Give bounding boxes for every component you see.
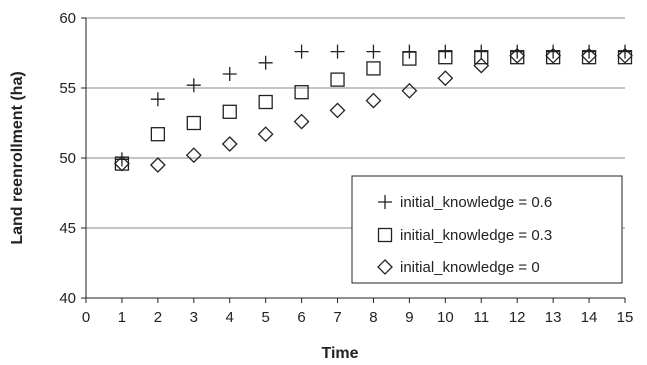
y-axis-label: Land reenrollment (ha) [9,71,26,244]
x-tick-label-7: 7 [333,309,341,326]
point-plus-15 [618,44,632,59]
point-plus-1 [114,152,129,167]
point-plus-14 [582,44,597,59]
legend-label-0.3: initial_knowledge = 0.3 [400,227,552,244]
point-diamond-11 [473,57,490,74]
point-diamond-4 [221,136,238,152]
point-diamond-10 [437,70,454,87]
legend-marker-plus [378,195,392,209]
point-diamond-8 [365,92,382,109]
x-tick-labels: 0 1 2 3 4 5 6 7 8 9 10 11 12 13 14 15 [82,309,634,326]
legend-box [351,175,623,284]
x-tick-label-0: 0 [82,309,90,326]
point-diamond-9 [401,82,418,99]
point-diamond-15 [617,47,633,64]
point-square-5 [258,94,273,110]
data-points [114,44,633,173]
point-diamond-6 [293,113,310,130]
point-square-7 [330,72,345,87]
x-tick-label-15: 15 [617,309,634,326]
x-tick-label-4: 4 [226,309,234,326]
point-diamond-14 [581,47,597,64]
legend-markers [377,195,393,275]
y-tick-label-45: 45 [59,220,76,237]
point-diamond-7 [329,102,346,119]
legend-marker-square [377,227,393,243]
x-tick-label-6: 6 [297,309,305,326]
point-square-11 [474,50,489,65]
y-tick-labels: 40 45 50 55 60 [59,10,76,307]
legend-label-0: initial_knowledge = 0 [400,259,540,276]
legend: initial_knowledge = 0.6 initial_knowledg… [351,175,623,284]
x-tick-label-2: 2 [154,309,162,326]
y-tick-label-60: 60 [59,10,76,27]
axes [81,17,626,303]
point-diamond-13 [545,47,562,64]
point-square-10 [438,50,453,65]
point-square-6 [294,85,309,100]
y-tick-label-55: 55 [59,80,76,97]
point-diamond-5 [257,126,274,143]
x-tick-label-3: 3 [190,309,198,326]
point-plus-4 [222,67,237,81]
y-tick-label-40: 40 [59,290,76,307]
point-diamond-1 [114,155,130,172]
point-plus-6 [294,44,309,59]
point-square-4 [222,104,237,119]
x-tick-label-12: 12 [509,309,526,326]
point-plus-12 [510,44,525,59]
x-axis-label: Time [321,345,358,362]
point-plus-8 [366,44,381,59]
x-tick-label-8: 8 [369,309,377,326]
x-tick-label-11: 11 [473,309,489,326]
point-plus-7 [330,44,345,59]
point-plus-5 [258,55,273,70]
point-square-8 [366,61,381,76]
point-square-3 [186,115,201,131]
point-plus-10 [438,44,453,59]
point-diamond-2 [149,157,166,173]
point-plus-13 [546,44,561,59]
point-plus-2 [150,92,165,107]
x-tick-label-1: 1 [118,309,126,326]
point-diamond-12 [509,47,526,64]
x-tick-label-14: 14 [581,309,598,326]
x-tick-label-13: 13 [545,309,562,326]
x-tick-label-9: 9 [405,309,413,326]
legend-marker-diamond [377,259,393,275]
point-plus-11 [474,44,489,59]
y-tick-label-50: 50 [59,150,76,167]
legend-label-0.6: initial_knowledge = 0.6 [400,194,552,211]
point-plus-3 [186,78,201,93]
point-diamond-3 [185,147,202,164]
point-square-2 [150,127,166,142]
point-square-9 [402,51,417,66]
x-tick-label-5: 5 [261,309,269,326]
x-tick-label-10: 10 [437,309,454,326]
